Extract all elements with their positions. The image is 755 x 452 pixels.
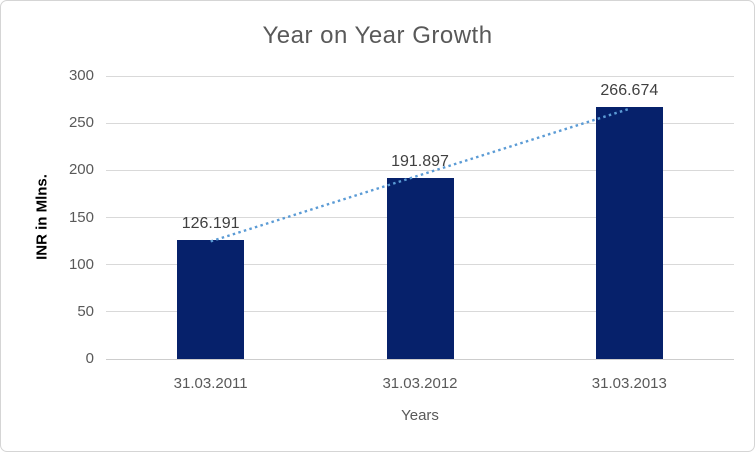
plot-area: 126.191 191.897 266.674 (106, 75, 734, 360)
gridline (106, 169, 734, 171)
y-tick-label: 100 (68, 255, 94, 273)
y-tick-label: 300 (68, 67, 94, 84)
bar-data-label: 266.674 (600, 82, 659, 100)
y-tick-label: 200 (68, 161, 94, 179)
x-axis-title: Years (401, 407, 439, 424)
bar (595, 107, 663, 359)
x-tick-label: 31.03.2013 (591, 375, 667, 392)
trendline (210, 107, 630, 243)
y-tick-label: 50 (77, 302, 94, 320)
bar (386, 177, 454, 359)
bar (177, 239, 245, 359)
bar-data-label: 191.897 (391, 152, 449, 170)
x-tick-label: 31.03.2011 (173, 375, 248, 392)
x-axis-line (106, 358, 734, 360)
chart-title: Year on Year Growth (262, 22, 493, 49)
gridline (106, 75, 734, 77)
y-tick-label: 150 (68, 208, 94, 226)
gridline (106, 122, 734, 124)
x-tick-label: 31.03.2012 (382, 375, 458, 392)
y-tick-label: 0 (85, 350, 94, 367)
y-tick-label: 250 (68, 114, 94, 132)
bar-data-label: 126.191 (181, 214, 240, 232)
